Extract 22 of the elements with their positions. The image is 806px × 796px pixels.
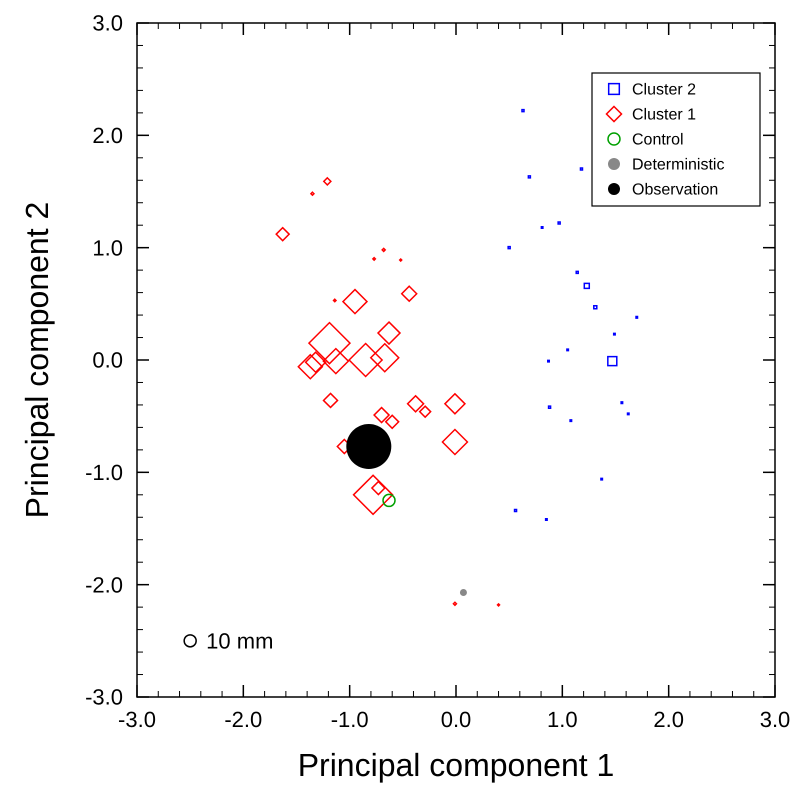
x-axis-title: Principal component 1 [298, 747, 614, 783]
y-tick-label: -3.0 [85, 684, 123, 710]
y-tick-label: -2.0 [85, 572, 123, 598]
legend-label: Control [632, 132, 684, 149]
legend-label: Cluster 2 [632, 82, 696, 99]
x-tick-label: 1.0 [547, 707, 578, 732]
y-tick-label: 1.0 [92, 235, 123, 260]
y-tick-label: 0.0 [92, 348, 123, 373]
x-tick-label: 2.0 [653, 707, 684, 732]
x-tick-label: -2.0 [224, 707, 262, 732]
legend-label: Observation [632, 182, 718, 199]
y-tick-label: 3.0 [92, 10, 123, 36]
legend-label: Deterministic [632, 156, 724, 174]
x-tick-label: -3.0 [118, 707, 156, 732]
x-tick-label: 0.0 [440, 707, 472, 732]
x-tick-label: -1.0 [330, 707, 369, 732]
x-tick-label: 3.0 [760, 707, 790, 732]
y-tick-label: -1.0 [85, 460, 123, 486]
legend-label: Cluster 1 [632, 106, 696, 124]
y-tick-label: 2.0 [92, 123, 123, 148]
y-axis-title: Principal component 2 [19, 202, 55, 518]
legend-label: 10 mm [206, 628, 274, 654]
